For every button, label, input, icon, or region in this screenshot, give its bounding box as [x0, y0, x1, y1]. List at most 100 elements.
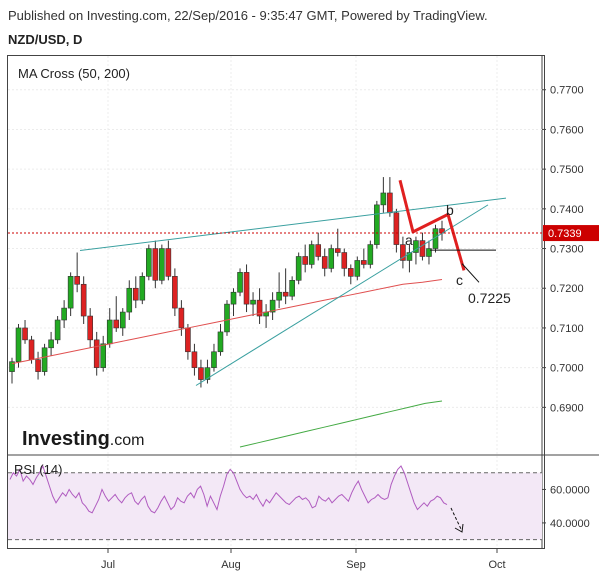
candle-body [361, 260, 367, 265]
investing-logo: Investing.com [22, 428, 144, 450]
candle-body [165, 248, 172, 277]
candle-body [256, 299, 263, 317]
y-tick-label: 0.7100 [550, 323, 584, 335]
candle-body [217, 331, 224, 353]
candle-body [106, 319, 113, 345]
candle-body [328, 248, 335, 269]
published-header: Published on Investing.com, 22/Sep/2016 … [8, 8, 488, 23]
rsi-arrow-head [454, 523, 464, 533]
candle-body [9, 361, 15, 372]
candle-body [61, 307, 67, 321]
rsi-title: RSI (14) [14, 462, 62, 477]
candle-body [28, 339, 35, 361]
candle-body [308, 244, 315, 265]
candle-body [237, 272, 243, 293]
candle-body [152, 248, 159, 281]
y-tick-label: 0.7000 [550, 363, 584, 375]
candle-body [119, 311, 126, 329]
candle-body [250, 299, 256, 305]
y-tick-label: 0.7600 [550, 124, 584, 136]
x-tick-label: Aug [221, 559, 241, 571]
lower-trendline [195, 204, 489, 386]
target-label: 0.7225 [468, 290, 511, 306]
y-tick-label: 0.7500 [550, 164, 584, 176]
candle-body [191, 351, 198, 368]
candle-body [74, 276, 80, 285]
candle-body [276, 291, 282, 301]
candle-body [230, 291, 237, 305]
upper-trendline [79, 197, 507, 252]
candle-body [178, 307, 185, 329]
wave-label-a: a [405, 232, 413, 248]
candle-body [132, 287, 139, 301]
candle-body [334, 248, 341, 253]
candle-body [204, 367, 211, 380]
candle-body [413, 240, 419, 253]
candle-body [347, 268, 354, 277]
wave-label-b: b [446, 202, 454, 218]
rsi-y-tick-label: 40.0000 [550, 518, 590, 530]
candle-body [211, 351, 217, 368]
rsi-y-tick-label: 60.0000 [550, 484, 590, 496]
candle-body [354, 260, 361, 277]
candle-body [41, 347, 48, 372]
candle-body [126, 287, 133, 313]
candle-body [15, 327, 22, 362]
candle-body [393, 212, 400, 245]
candle-body [100, 343, 107, 368]
candle-body [406, 252, 413, 261]
candle-body [159, 248, 165, 281]
candle-body [224, 303, 230, 333]
candle-body [269, 299, 276, 313]
symbol-label: NZD/USD, D [8, 32, 83, 47]
candle-body [387, 192, 393, 214]
candle-body [321, 256, 328, 269]
candle-body [54, 319, 61, 341]
ma-50-line [11, 279, 443, 365]
candle-body [419, 240, 426, 257]
candle-body [380, 192, 387, 206]
candle-body [367, 244, 374, 265]
candle-body [374, 204, 380, 245]
candle-body [400, 244, 406, 261]
candle-body [243, 272, 250, 305]
x-tick-label: Oct [488, 559, 505, 571]
candle-body [289, 280, 295, 297]
candle-body [67, 276, 74, 309]
candle-body [426, 248, 432, 257]
candle-body [198, 367, 204, 380]
y-tick-label: 0.7700 [550, 85, 584, 97]
ma-cross-title: MA Cross (50, 200) [18, 66, 130, 81]
candle-body [139, 276, 146, 301]
candle-body [22, 327, 28, 341]
rsi-line [9, 464, 448, 514]
candle-body [146, 248, 152, 277]
x-tick-label: Jul [101, 559, 115, 571]
rsi-arrow-line [450, 507, 462, 530]
last-price-tag [543, 225, 599, 242]
target-pointer-line [461, 263, 480, 283]
chart-frame [7, 55, 545, 549]
candle-body [302, 256, 308, 265]
y-tick-label: 0.7400 [550, 204, 584, 216]
y-tick-label: 0.6900 [550, 402, 584, 414]
candle-body [93, 339, 100, 368]
candle-body [341, 252, 348, 269]
candle-body [315, 244, 322, 257]
y-tick-label: 0.7300 [550, 244, 584, 256]
candle-body [282, 291, 289, 297]
candle-body [48, 339, 54, 349]
candle-body [87, 315, 93, 341]
y-tick-label: 0.7200 [550, 283, 584, 295]
candle-body [185, 327, 191, 353]
candle-body [172, 276, 178, 309]
candle-body [113, 319, 120, 329]
candle-body [80, 283, 87, 317]
wave-label-c: c [456, 272, 463, 288]
rsi-band [8, 472, 542, 540]
candle-body [35, 359, 41, 372]
candle-body [295, 256, 302, 281]
ma-200-line [239, 400, 443, 448]
x-tick-label: Sep [346, 559, 366, 571]
